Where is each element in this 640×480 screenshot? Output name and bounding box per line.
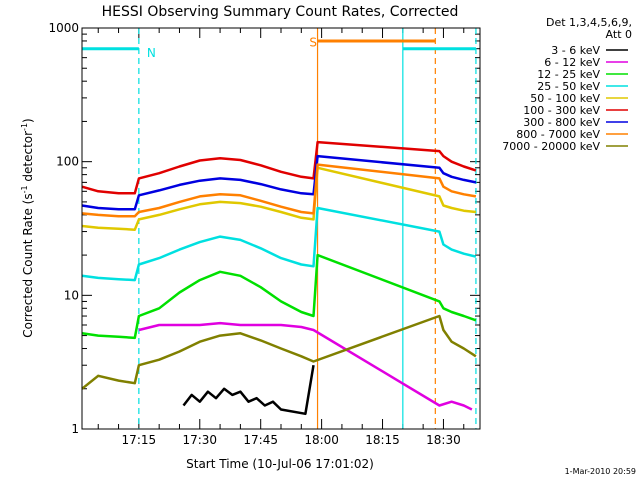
legend-entry-label: 50 - 100 keV [530, 92, 600, 105]
generation-timestamp: 1-Mar-2010 20:59 [565, 467, 636, 476]
legend-entry-label: 800 - 7000 keV [516, 128, 600, 141]
x-tick-label: 17:45 [243, 433, 278, 447]
legend-entry-label: 12 - 25 keV [537, 68, 600, 81]
y-tick-label: 1 [71, 422, 79, 436]
series-line [81, 166, 477, 231]
legend-title-line2: Att 0 [606, 28, 632, 41]
x-tick-label: 18:30 [426, 433, 461, 447]
y-tick-label: 10 [64, 288, 79, 302]
chart-title: HESSI Observing Summary Count Rates, Cor… [102, 4, 459, 20]
y-axis-label: Corrected Count Rate (s-1 detector-1) [20, 118, 35, 337]
series-line [138, 321, 473, 411]
series-line [81, 206, 477, 282]
x-tick-label: 18:15 [365, 433, 400, 447]
legend-entry-label: 3 - 6 keV [551, 44, 600, 57]
series-line [182, 364, 315, 416]
legend-entry-label: 300 - 800 keV [523, 116, 600, 129]
series-line [81, 163, 477, 218]
flag-annotation: N [147, 46, 156, 60]
flag-annotation: S [309, 35, 317, 49]
plot-area [81, 28, 480, 430]
legend-entry-label: 100 - 300 keV [523, 104, 600, 117]
y-tick-label: 1000 [48, 21, 79, 35]
series-line [81, 253, 477, 340]
legend-entry-label: 7000 - 20000 keV [502, 140, 600, 153]
x-tick-label: 17:30 [182, 433, 217, 447]
y-axis-label-sup1: -1 [20, 185, 29, 193]
legend-title-line1: Det 1,3,4,5,6,9, [546, 16, 632, 29]
series-line [81, 314, 477, 390]
x-tick-label: 17:15 [122, 433, 157, 447]
y-axis-label-end: ) [21, 118, 35, 123]
legend-entry-label: 25 - 50 keV [537, 80, 600, 93]
y-axis-label-main: Corrected Count Rate (s [21, 193, 35, 337]
series-line [81, 140, 477, 195]
y-tick-label: 100 [56, 155, 79, 169]
x-tick-label: 18:00 [304, 433, 339, 447]
y-axis-label-sup2: -1 [20, 123, 29, 131]
plot-frame [81, 27, 481, 430]
x-axis-label: Start Time (10-Jul-06 17:01:02) [186, 457, 374, 471]
legend-entry-label: 6 - 12 keV [544, 56, 600, 69]
series-line [81, 154, 477, 211]
y-axis-label-mid: detector [21, 131, 35, 186]
